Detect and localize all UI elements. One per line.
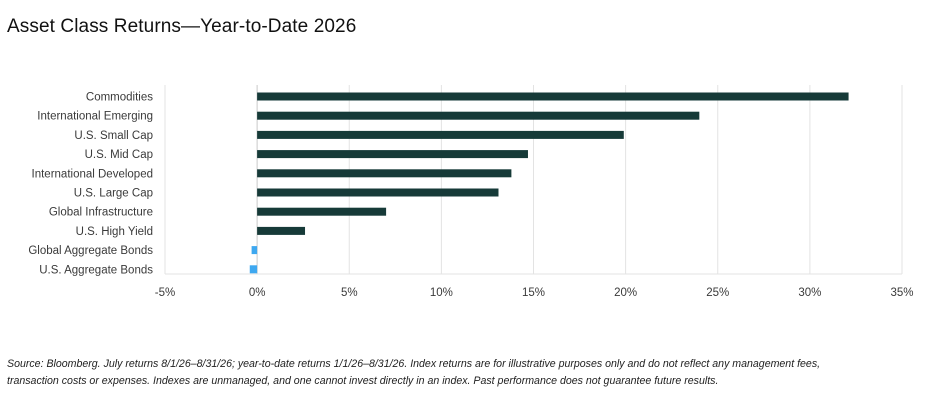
category-label: U.S. High Yield [76, 226, 153, 238]
source-line: Source: Bloomberg. July returns 8/1/26–8… [7, 358, 821, 370]
x-tick-label: 25% [706, 287, 729, 299]
category-label: Global Infrastructure [49, 207, 153, 219]
bars [249, 92, 849, 274]
x-tick-label: 10% [430, 287, 453, 299]
category-label: International Emerging [37, 111, 153, 123]
gridlines [164, 85, 903, 275]
category-labels: Commodities International Emerging U.S. Sm… [28, 92, 153, 277]
bar [257, 169, 512, 178]
x-tick-label: 30% [798, 287, 821, 299]
x-tick-label: 15% [522, 287, 545, 299]
bar [257, 150, 528, 159]
x-tick-label: 5% [341, 287, 358, 299]
x-axis-tick-labels: -5% 0% 5% 10% 15% 20% 25% 30% 35% [155, 287, 914, 299]
x-tick-label: 35% [890, 287, 913, 299]
bar [257, 92, 849, 101]
chart-title: Asset Class Returns—Year-to-Date 2026 [7, 16, 357, 37]
x-tick-label: 20% [614, 287, 637, 299]
x-tick-label: 0% [249, 287, 266, 299]
source-note: Source: Bloomberg. July returns 8/1/26–8… [7, 356, 927, 390]
category-label: U.S. Small Cap [74, 130, 153, 142]
category-label: U.S. Aggregate Bonds [39, 264, 153, 276]
bar [257, 207, 387, 216]
bar [257, 226, 306, 235]
bar [249, 265, 258, 274]
category-label: U.S. Large Cap [74, 188, 153, 200]
category-label: Commodities [86, 92, 153, 104]
bar [257, 111, 700, 120]
x-tick-label: -5% [155, 287, 175, 299]
category-label: U.S. Mid Cap [85, 149, 153, 161]
category-label: International Developed [32, 168, 153, 180]
source-line: transaction costs or expenses. Indexes a… [7, 375, 719, 387]
bar [257, 188, 499, 197]
bar [257, 130, 624, 139]
bar [251, 246, 258, 255]
category-label: Global Aggregate Bonds [28, 245, 153, 257]
